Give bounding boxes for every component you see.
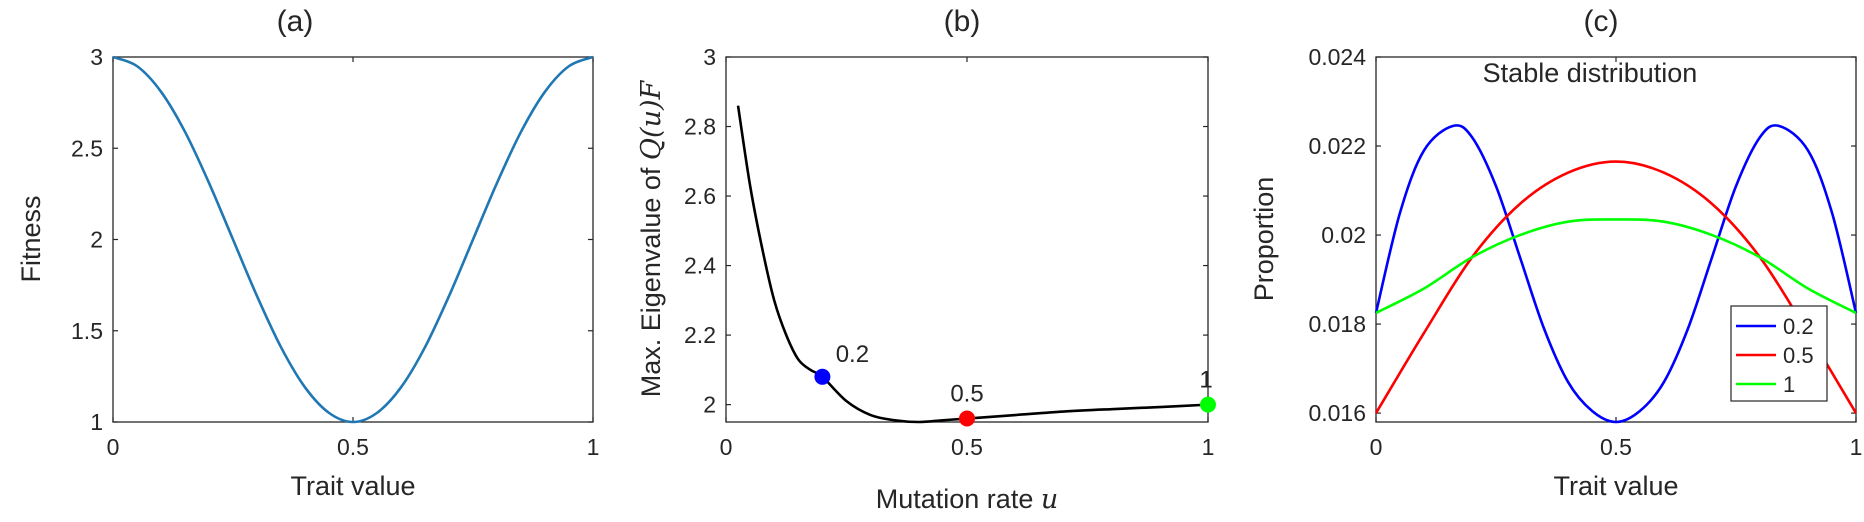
panel-b: (b) 0 0.5 1 2 2.2 2.4 2.6 2.8 3 0.2 0.5 1 Mutation… [636, 5, 1216, 515]
panel-b-ytick-label: 2.6 [684, 183, 716, 209]
panel-b-marker-label: 0.5 [950, 381, 983, 408]
panel-b-xtick-label: 0 [720, 434, 733, 460]
panel-c-lines [1374, 124, 1858, 424]
panel-b-xtick-label: 1 [1202, 434, 1215, 460]
panel-b-xlabel-text: Mutation rate [876, 484, 1034, 514]
panel-a-axes [112, 56, 594, 423]
panel-c-xtick-label: 0 [1370, 434, 1383, 460]
panel-c-series-line-0.5 [1374, 160, 1858, 414]
panel-c-series-line-0.2 [1374, 124, 1858, 424]
panel-c-ytick-label: 0.018 [1308, 311, 1366, 337]
panel-b-ylabel: Max. Eigenvalue of Q(u)F [636, 79, 667, 397]
panel-a-ticks: 0 0.5 1 1 1.5 2 2.5 3 [71, 44, 599, 460]
panel-b-ytick-label: 3 [703, 44, 716, 70]
legend-label: 0.5 [1783, 343, 1814, 368]
panel-a-ytick-label: 3 [90, 44, 103, 70]
panel-c-xtick-label: 1 [1850, 434, 1863, 460]
panel-c-title: (c) [1584, 5, 1619, 38]
panel-b-axes [725, 56, 1209, 423]
panel-b-ylabel-symbol: Q(u)F [636, 79, 667, 160]
panel-c-xlabel: Trait value [1553, 471, 1678, 501]
panel-c-legend: 0.2 0.5 1 [1730, 305, 1828, 402]
panel-a-ytick-label: 1.5 [71, 318, 103, 344]
panel-b-series-line-0 [736, 105, 1209, 424]
panel-a-xtick-label: 0.5 [337, 434, 369, 460]
panel-a-xtick-label: 1 [587, 434, 600, 460]
panel-b-marker-0.2 [814, 368, 831, 385]
panel-b-lines [736, 105, 1209, 424]
panel-c-series-line-1 [1375, 218, 1857, 315]
panel-c-subtitle: Stable distribution [1483, 58, 1698, 88]
panel-b-title: (b) [944, 5, 981, 38]
panel-b-ytick-label: 2.2 [684, 322, 716, 348]
panel-b-marker-label: 1 [1199, 367, 1212, 394]
panel-c-ylabel: Proportion [1249, 177, 1279, 302]
panel-c-ytick-label: 0.016 [1308, 400, 1366, 426]
panel-b-markers: 0.2 0.5 1 [814, 341, 1216, 427]
panel-b-ylabel-text: Max. Eigenvalue of [636, 167, 666, 397]
panel-b-ytick-label: 2.4 [684, 253, 716, 279]
panel-a-series-line-0 [112, 55, 594, 424]
panel-b-marker-1 [1200, 396, 1216, 413]
legend-label: 0.2 [1783, 314, 1814, 339]
panel-c-ytick-label: 0.024 [1308, 44, 1366, 70]
panel-a-lines [112, 55, 594, 424]
panel-a-ytick-label: 2.5 [71, 135, 103, 161]
panel-c-ytick-label: 0.022 [1308, 133, 1366, 159]
panel-a-xtick-label: 0 [107, 434, 120, 460]
panel-b-marker-label: 0.2 [836, 341, 869, 368]
panel-a-ylabel: Fitness [16, 195, 46, 282]
panel-c-xtick-label: 0.5 [1600, 434, 1632, 460]
panel-b-xlabel: Mutation rate u [876, 484, 1059, 515]
panel-b-xlabel-symbol: u [1041, 484, 1058, 515]
panel-a-ytick-label: 1 [90, 409, 103, 435]
panel-a: (a) 0 0.5 1 1 1.5 2 2.5 3 Trait value Fitness [16, 5, 599, 501]
panel-a-ytick-label: 2 [90, 227, 103, 253]
panel-b-ytick-label: 2 [703, 392, 716, 418]
panel-c: (c) Stable distribution 0 0.5 10.0160.0180… [1249, 5, 1862, 501]
panel-a-title: (a) [277, 5, 314, 38]
panel-b-marker-0.5 [959, 410, 975, 427]
panel-a-xlabel: Trait value [290, 471, 415, 501]
panel-b-ticks: 0 0.5 1 2 2.2 2.4 2.6 2.8 3 [684, 44, 1214, 460]
legend-label: 1 [1783, 372, 1795, 397]
panel-b-ytick-label: 2.8 [684, 114, 716, 140]
panel-c-ytick-label: 0.02 [1321, 222, 1366, 248]
panel-c-ticks: 0 0.5 1 0.016 0.018 0.02 0.022 0.024 [1308, 44, 1862, 460]
panel-b-xtick-label: 0.5 [951, 434, 983, 460]
